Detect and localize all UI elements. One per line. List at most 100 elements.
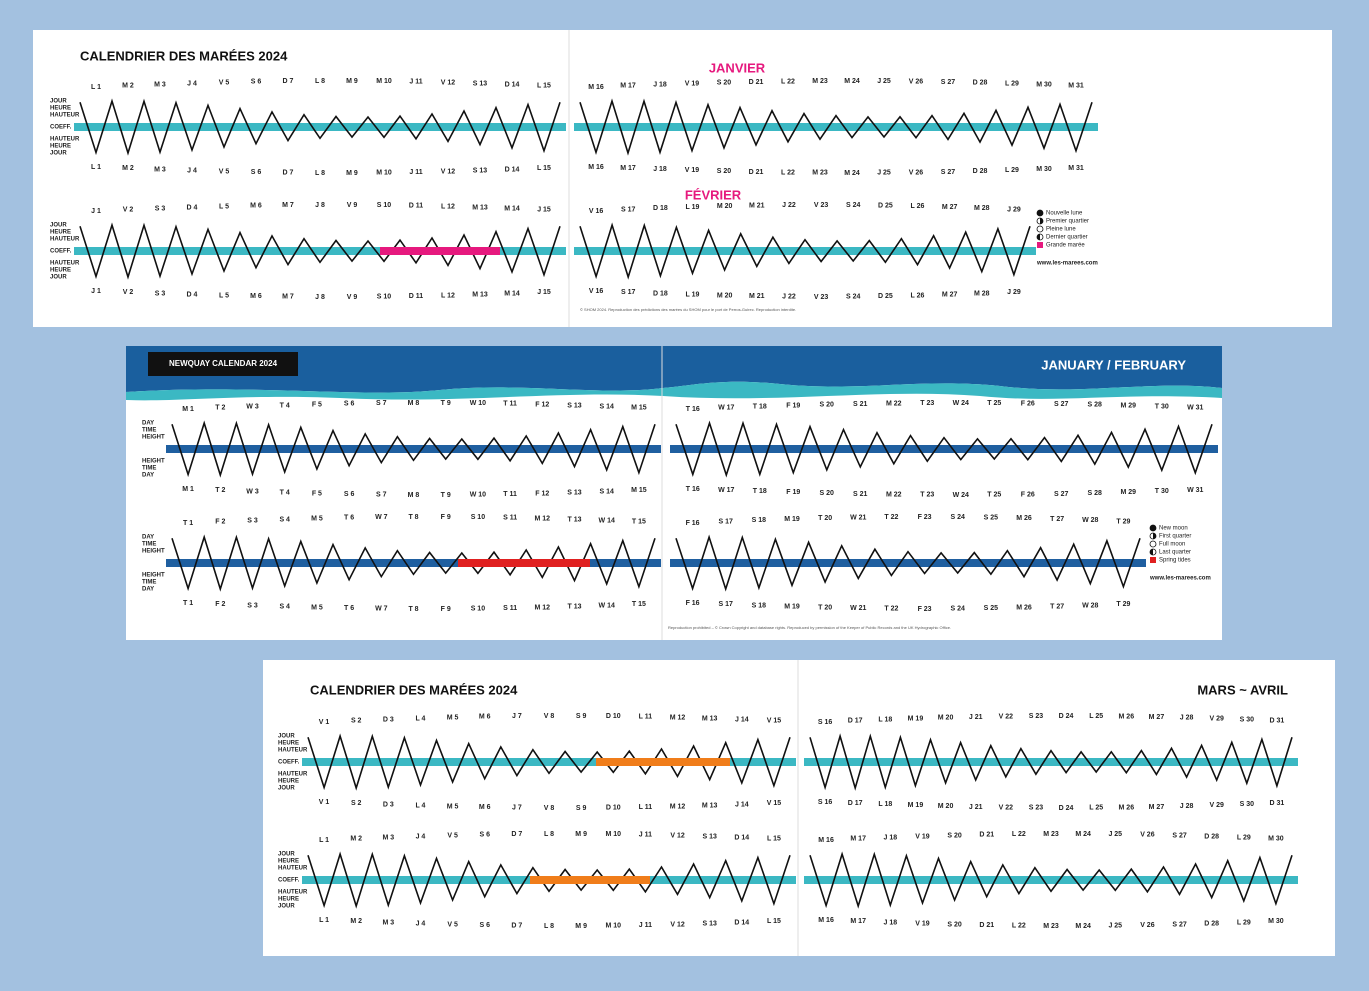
day-label: V 16	[589, 288, 604, 295]
day-label: V 29	[1209, 716, 1224, 723]
day-label: M 10	[376, 78, 392, 85]
day-label: S 27	[1054, 491, 1069, 498]
day-label: L 26	[911, 203, 925, 210]
legend-symbol	[1149, 524, 1157, 532]
side-label: HEIGHT	[142, 459, 165, 465]
day-label: T 16	[686, 486, 700, 493]
day-label: S 30	[1240, 801, 1255, 808]
day-label: L 11	[639, 714, 653, 721]
day-label: L 18	[878, 717, 892, 724]
day-label: D 31	[1270, 800, 1285, 807]
day-label: J 21	[969, 804, 983, 811]
day-label: J 1	[91, 288, 101, 295]
day-label: L 4	[415, 802, 425, 809]
day-label: V 23	[814, 294, 829, 301]
day-label: M 19	[784, 516, 800, 523]
day-label: J 25	[1108, 923, 1122, 930]
day-label: M 13	[472, 204, 488, 211]
day-label: S 7	[376, 492, 387, 499]
day-label: W 3	[246, 488, 259, 495]
day-label: L 8	[315, 78, 325, 85]
day-label: S 6	[344, 401, 355, 408]
day-label: W 7	[375, 514, 388, 521]
day-label: V 22	[999, 804, 1014, 811]
day-label: M 14	[504, 205, 520, 212]
day-label: J 21	[969, 714, 983, 721]
tide-curve	[579, 98, 1093, 156]
legend-label: Nouvelle lune	[1046, 211, 1083, 217]
day-label: M 26	[1119, 713, 1135, 720]
legend-swatch	[1037, 242, 1043, 248]
day-label: S 13	[567, 489, 582, 496]
title: CALENDRIER DES MARÉES 2024	[80, 48, 288, 63]
day-label: F 5	[312, 401, 322, 408]
side-label: COEFF.	[50, 125, 72, 131]
day-label: S 20	[717, 168, 732, 175]
side-label: DAY	[142, 421, 154, 427]
day-label: M 30	[1036, 166, 1052, 173]
day-label: S 27	[1172, 921, 1187, 928]
day-label: S 2	[351, 800, 362, 807]
day-label: J 18	[884, 834, 898, 841]
day-label: M 2	[122, 165, 134, 172]
day-label: T 22	[884, 514, 898, 521]
side-label: TIME	[142, 466, 156, 472]
side-label: JOUR	[278, 904, 295, 910]
day-label: D 7	[283, 78, 294, 85]
day-label: S 27	[1054, 401, 1069, 408]
day-label: V 26	[1140, 832, 1155, 839]
tide-curve	[307, 733, 791, 791]
day-label: V 19	[685, 167, 700, 174]
side-label: HEURE	[278, 779, 299, 785]
side-label: HAUTEUR	[278, 890, 308, 896]
day-label: M 20	[938, 715, 954, 722]
day-label: L 29	[1005, 81, 1019, 88]
day-label: T 15	[632, 519, 646, 526]
day-label: S 24	[951, 514, 966, 521]
day-label: M 22	[886, 400, 902, 407]
day-label: M 28	[974, 290, 990, 297]
day-label: M 31	[1068, 165, 1084, 172]
tide-curve	[675, 420, 1213, 478]
day-label: W 24	[953, 492, 969, 499]
day-label: S 14	[599, 488, 614, 495]
day-label: M 7	[282, 294, 294, 301]
day-label: S 16	[818, 799, 833, 806]
day-label: T 30	[1155, 404, 1169, 411]
day-label: D 10	[606, 805, 621, 812]
side-label: TIME	[142, 580, 156, 586]
tide-curve	[79, 98, 561, 156]
side-label: HAUTEUR	[278, 772, 308, 778]
day-label: T 1	[183, 600, 193, 607]
day-label: S 11	[503, 605, 517, 612]
title: NEWQUAY CALENDAR 2024	[169, 359, 278, 368]
month-heading: JANVIER	[709, 60, 766, 75]
day-label: S 13	[702, 920, 717, 927]
day-label: S 27	[941, 79, 956, 86]
day-label: M 24	[844, 78, 860, 85]
day-label: T 9	[441, 400, 451, 407]
day-label: M 10	[605, 923, 621, 930]
side-label: HAUTEUR	[50, 137, 80, 143]
spring-tide-band	[380, 247, 500, 255]
day-label: L 15	[537, 83, 551, 90]
day-label: S 20	[947, 832, 962, 839]
day-label: T 23	[920, 400, 934, 407]
day-label: W 28	[1082, 602, 1098, 609]
day-label: D 7	[283, 170, 294, 177]
day-label: M 17	[850, 918, 866, 925]
side-label: DAY	[142, 473, 154, 479]
day-label: M 21	[749, 293, 765, 300]
day-label: F 5	[312, 490, 322, 497]
day-label: M 9	[346, 170, 358, 177]
day-label: J 8	[315, 294, 325, 301]
day-label: L 25	[1089, 805, 1103, 812]
day-label: T 9	[441, 492, 451, 499]
coeff-band	[166, 559, 661, 567]
day-label: T 4	[280, 489, 290, 496]
side-label: JOUR	[50, 223, 67, 229]
day-label: V 1	[319, 799, 330, 806]
day-label: D 18	[653, 290, 668, 297]
day-label: M 26	[1016, 515, 1032, 522]
day-label: T 4	[280, 402, 290, 409]
